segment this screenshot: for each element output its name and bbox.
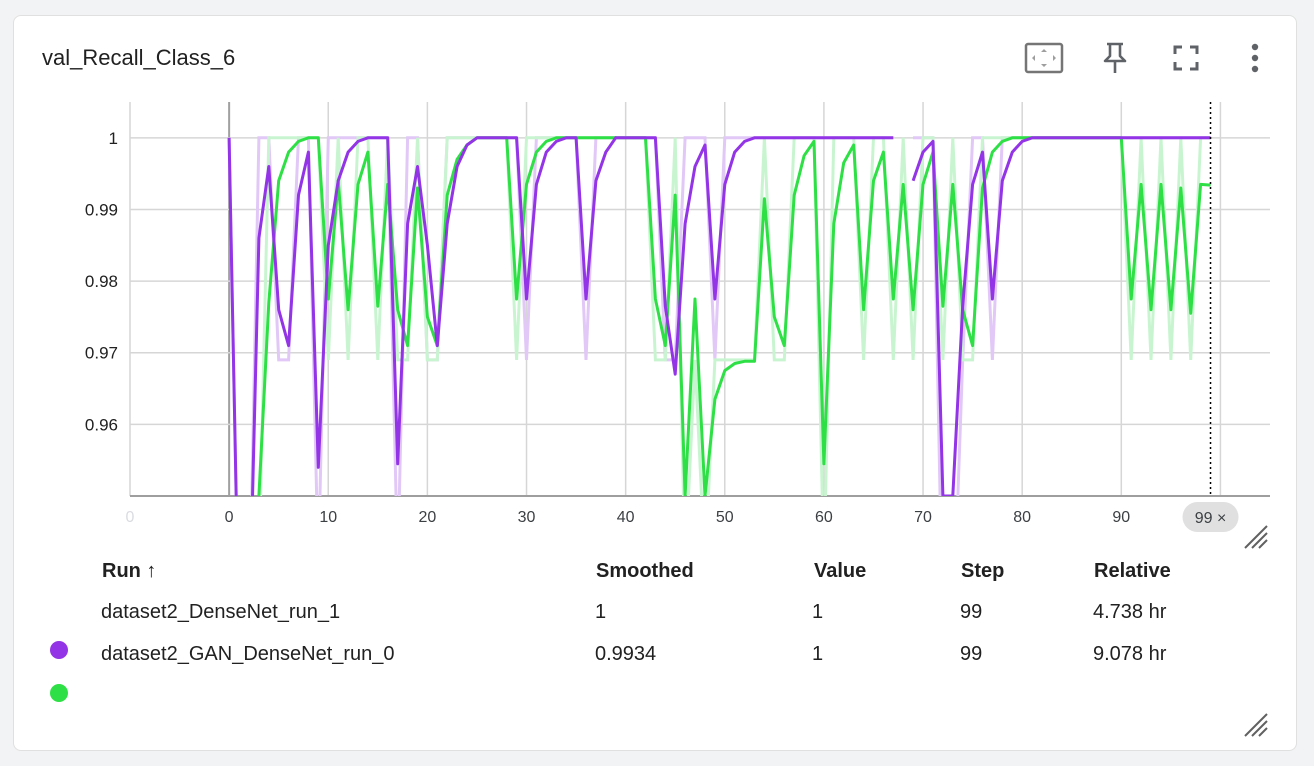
chart-card: val_Recall_Class_6 0.96 0.97 0.98 0.99 1 0 0 10…: [13, 15, 1297, 751]
more-options-button[interactable]: [1234, 40, 1276, 76]
x-tick-label: 40: [617, 509, 635, 526]
fit-domain-button[interactable]: [1023, 40, 1065, 76]
series-smoothed-line: [227, 136, 1211, 496]
resize-icon: [1244, 525, 1268, 549]
x-tick-label: 50: [716, 509, 734, 526]
row-relative: 9.078 hr: [1093, 643, 1167, 665]
x-tick-label: 30: [518, 509, 536, 526]
row-value: 1: [812, 643, 824, 665]
x-tick-label: 70: [914, 509, 932, 526]
x-tick-label: 10: [319, 509, 337, 526]
x-tick-label: 20: [418, 509, 436, 526]
row-run-name: dataset2_DenseNet_run_1: [101, 601, 341, 623]
header-smoothed[interactable]: Smoothed: [596, 560, 694, 582]
pin-icon: [1103, 42, 1127, 73]
header-relative[interactable]: Relative: [1094, 560, 1171, 582]
x-tick-label: 80: [1013, 509, 1031, 526]
run-color-dot: [50, 641, 68, 659]
pin-button[interactable]: [1094, 40, 1136, 76]
run-color-dot: [50, 684, 68, 702]
resize-icon: [1244, 713, 1268, 737]
row-step: 99: [960, 601, 983, 623]
fit-domain-icon: [1024, 42, 1064, 74]
fullscreen-button[interactable]: [1165, 40, 1207, 76]
x-tick-label: 60: [815, 509, 833, 526]
resize-handle-chart[interactable]: [1243, 524, 1269, 550]
y-tick-label: 0.98: [85, 272, 118, 291]
row-value: 1: [812, 601, 824, 623]
header-step[interactable]: Step: [961, 560, 1005, 582]
x-tick-label: 90: [1112, 509, 1130, 526]
header-run[interactable]: Run ↑: [102, 560, 157, 582]
row-run-name: dataset2_GAN_DenseNet_run_0: [101, 643, 395, 665]
row-relative: 4.738 hr: [1093, 601, 1167, 623]
x-tick-label: 0: [126, 509, 135, 526]
y-tick-label: 0.96: [85, 415, 118, 434]
row-step: 99: [960, 643, 983, 665]
hover-step-chip: [1182, 502, 1239, 532]
more-vert-icon: [1251, 43, 1259, 73]
y-tick-label: 0.97: [85, 344, 118, 363]
x-tick-label: 0: [225, 509, 234, 526]
row-smoothed: 0.9934: [595, 643, 657, 665]
line-chart[interactable]: 0.960.970.980.99100102030405060708090199…: [14, 16, 1298, 546]
hover-step-label: 99 ×: [1195, 510, 1227, 527]
row-smoothed: 1: [595, 601, 607, 623]
header-value[interactable]: Value: [814, 560, 867, 582]
resize-handle-table[interactable]: [1243, 712, 1269, 738]
fullscreen-icon: [1173, 45, 1199, 71]
y-tick-label: 1: [109, 129, 118, 148]
chart-title: val_Recall_Class_6: [42, 45, 236, 70]
y-tick-label: 0.99: [85, 200, 118, 219]
